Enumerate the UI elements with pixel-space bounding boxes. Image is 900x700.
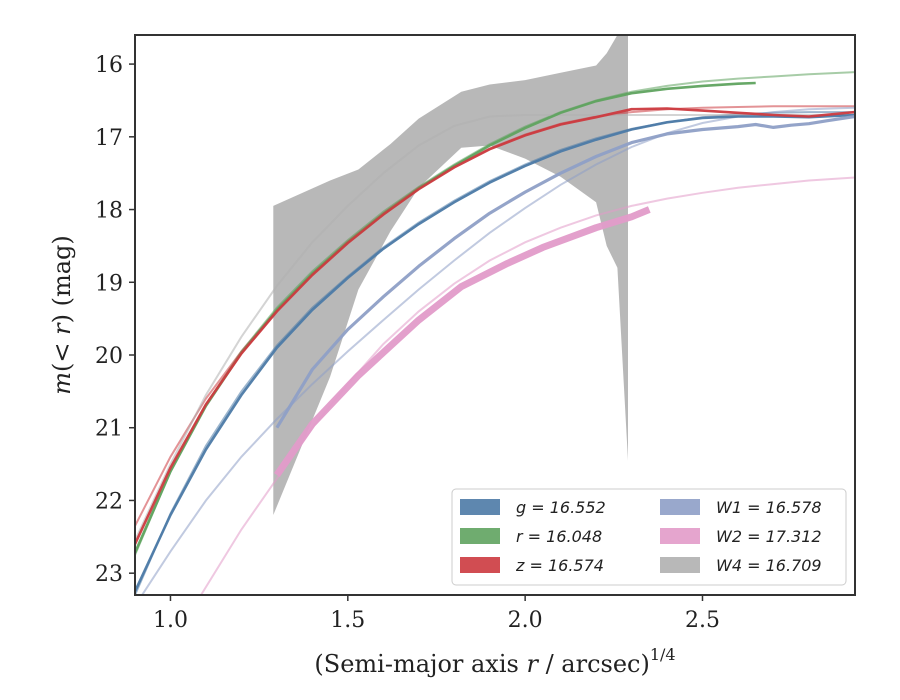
x-tick-label: 2.0: [508, 608, 543, 633]
x-axis-label: (Semi-major axis r / arcsec)1/4: [314, 645, 675, 678]
x-tick-label: 1.5: [330, 608, 365, 633]
legend-label-w1: W1 = 16.578: [716, 498, 822, 517]
legend: g = 16.552 r = 16.048 z = 16.574 W1 = 16.57…: [451, 488, 847, 586]
legend-swatch-w2: [660, 528, 700, 544]
legend-swatch-g: [460, 499, 500, 515]
y-tick-label: 22: [95, 489, 123, 514]
x-axis-ticks: 1.0 1.5 2.0 2.5: [153, 595, 720, 633]
line-w2-profile: [274, 206, 651, 477]
y-tick-label: 19: [95, 271, 123, 296]
line-z-profile: [135, 107, 855, 545]
line-w4-model: [135, 114, 855, 542]
legend-label-r: r = 16.048: [516, 527, 602, 546]
y-tick-label: 17: [95, 126, 123, 151]
y-axis-label: m(< r) (mag): [48, 235, 76, 395]
legend-swatch-z: [460, 557, 500, 573]
legend-box: [451, 488, 847, 586]
x-tick-label: 1.0: [153, 608, 188, 633]
line-w1-profile: [275, 114, 855, 429]
plot-area: [135, 35, 855, 595]
plot-frame: [134, 34, 856, 596]
legend-swatch-r: [460, 528, 500, 544]
y-axis-ticks: 16 17 18 19 20 21 22 23: [95, 53, 135, 587]
legend-label-w4: W4 = 16.709: [716, 556, 822, 575]
legend-label-z: z = 16.574: [515, 556, 604, 575]
line-g-profile: [135, 113, 855, 592]
legend-label-g: g = 16.552: [516, 498, 606, 517]
legend-swatch-w4: [660, 557, 700, 573]
y-tick-label: 21: [95, 417, 123, 442]
y-tick-label: 23: [95, 562, 123, 587]
legend-label-w2: W2 = 17.312: [716, 527, 822, 546]
legend-swatch-w1: [660, 499, 700, 515]
band-w4-uncertainty: [273, 35, 628, 515]
x-tick-label: 2.5: [685, 608, 720, 633]
y-tick-label: 16: [95, 53, 123, 78]
y-tick-label: 20: [95, 344, 123, 369]
y-tick-label: 18: [95, 199, 123, 224]
line-w1-model: [140, 106, 855, 595]
